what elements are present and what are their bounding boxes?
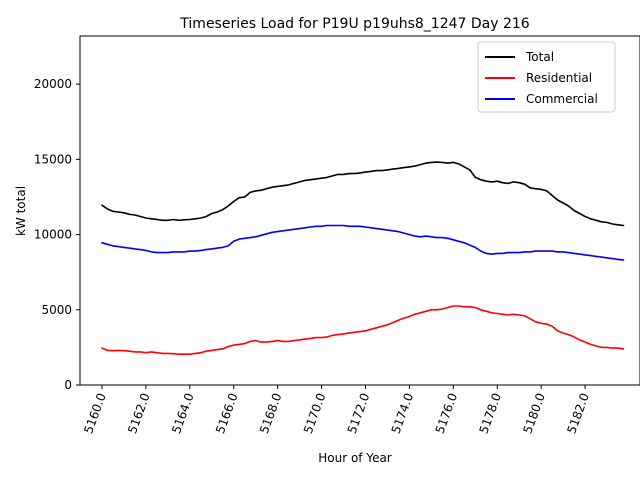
series-line-commercial [101,224,625,261]
y-tick-label: 10000 [34,228,72,242]
y-tick-label: 0 [64,378,72,392]
x-axis-label: Hour of Year [318,451,392,465]
legend-label-commercial: Commercial [526,92,598,106]
legend-label-residential: Residential [526,71,592,85]
y-axis: 0 5000 10000 15000 20000 [34,77,80,392]
y-tick-label: 5000 [41,303,72,317]
y-tick-label: 20000 [34,77,72,91]
series-line-total [101,161,625,227]
plot-frame [79,35,640,386]
y-axis-label: kW total [14,186,28,236]
series-layer [101,161,625,356]
legend-label-total: Total [525,50,554,64]
chart-title: Timeseries Load for P19U p19uhs8_1247 Da… [179,16,529,32]
legend: Total Residential Commercial [477,41,616,113]
legend-box [477,41,616,113]
series-line-residential [101,305,625,356]
y-tick-label: 15000 [34,152,72,166]
